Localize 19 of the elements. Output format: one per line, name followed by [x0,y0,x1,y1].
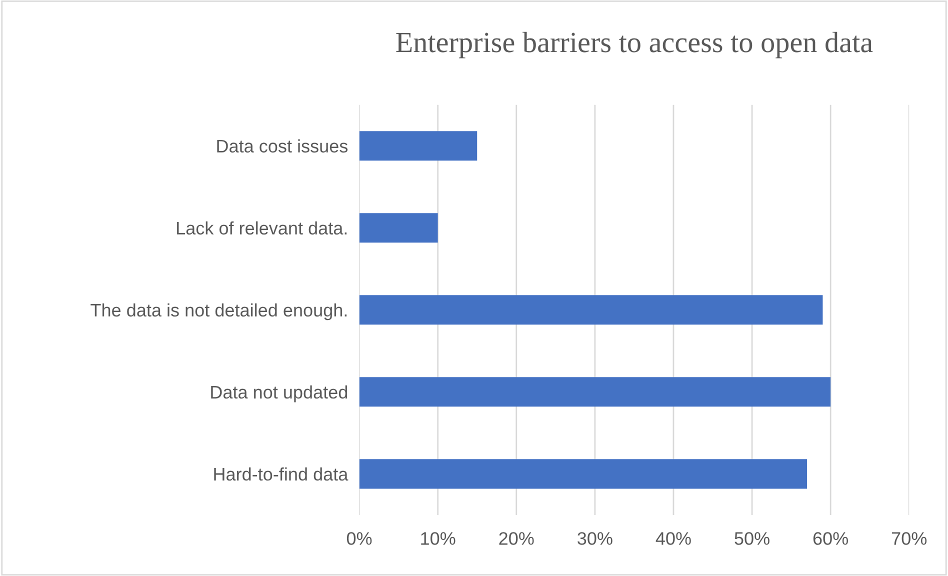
bar [359,377,831,407]
x-tick-label: 50% [734,532,770,545]
bar [359,213,438,243]
y-tick-label: Data not updated [211,385,348,402]
x-tick-label: 30% [578,532,612,545]
y-tick-label: Hard-to-find data [214,467,348,481]
chart-title: Enterprise barriers to access to open data [396,32,873,58]
y-tick-label: The data is not detailed enough. [90,303,347,320]
x-tick-label: 40% [656,532,691,545]
y-tick-label: Data cost issues [217,139,348,153]
x-tick-label: 70% [892,532,927,545]
x-tick-label: 10% [421,532,456,545]
x-tick-label: 60% [813,532,848,545]
bar [359,295,823,325]
bar [359,131,478,161]
x-tick-label: 0% [346,532,372,545]
x-tick-label: 20% [499,532,534,545]
bar [359,459,808,489]
y-tick-label: Lack of relevant data. [177,221,347,235]
